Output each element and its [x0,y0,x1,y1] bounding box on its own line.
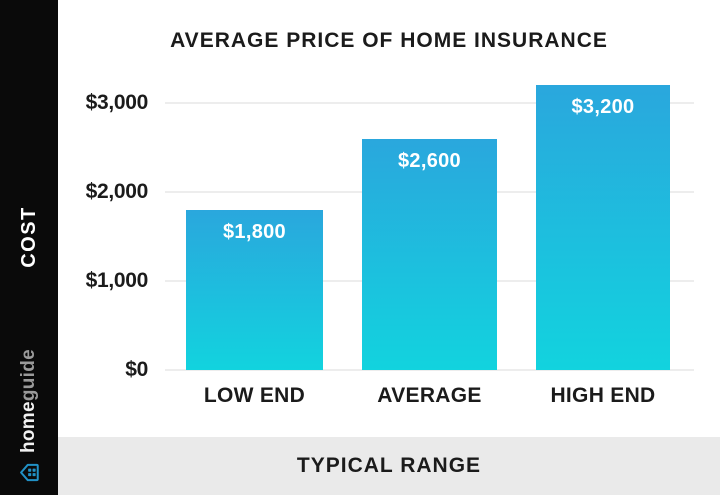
brand-name-guide: guide [18,348,39,402]
sidebar: COST homeguide [0,0,58,495]
gridline [165,369,694,371]
brand-name: homeguide [18,349,40,453]
x-category-label: LOW END [203,384,306,407]
bar-average: $2,600 [362,138,497,370]
bar-high-end: $3,200 [536,85,670,370]
brand-logo: homeguide [15,332,43,484]
x-category-label: AVERAGE [377,384,482,407]
y-tick-label: $1,000 [85,269,149,292]
bar-value-label: $1,800 [223,220,286,243]
x-axis-banner: TYPICAL RANGE [58,437,720,495]
x-category-label: HIGH END [550,384,656,407]
bar-low-end: $1,800 [186,209,323,370]
y-tick-label: $3,000 [85,91,149,114]
y-axis-title: COST [17,206,40,268]
brand-name-home: home [18,401,39,453]
y-tick-label: $0 [125,358,148,381]
house-grid-icon [19,463,39,482]
y-tick-label: $2,000 [85,180,149,203]
gridline [165,102,694,104]
bar-value-label: $3,200 [571,96,635,119]
chart-title: AVERAGE PRICE OF HOME INSURANCE [170,29,608,52]
bar-value-label: $2,600 [398,149,461,172]
x-axis-banner-label: TYPICAL RANGE [296,454,482,477]
